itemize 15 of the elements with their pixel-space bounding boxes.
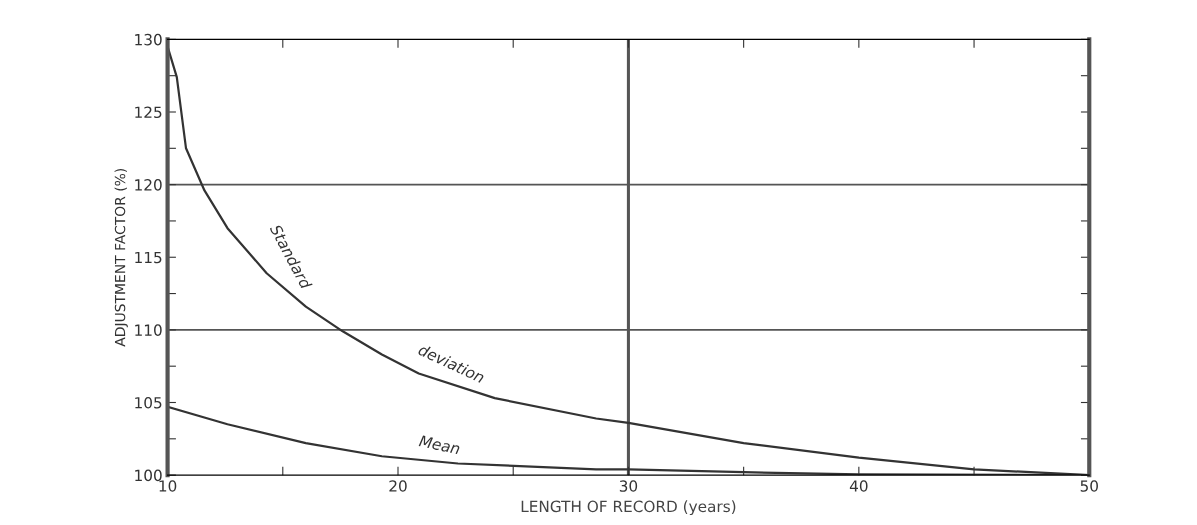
- y-axis-title: ADJUSTMENT FACTOR (%): [114, 168, 128, 347]
- x-tick-label: 30: [619, 480, 638, 492]
- y-tick-label: 115: [135, 251, 162, 264]
- x-axis-title: LENGTH OF RECORD (years): [521, 500, 736, 516]
- y-tick-label: 105: [135, 396, 162, 409]
- y-tick-label: 125: [135, 106, 162, 119]
- y-tick-label: 130: [135, 33, 162, 46]
- text: Mean: [418, 435, 461, 455]
- x-tick-label: 20: [389, 480, 407, 492]
- x-tick-label: 50: [1080, 480, 1098, 492]
- x-tick-label: 40: [849, 480, 868, 492]
- x-tick-label: 10: [159, 480, 177, 492]
- y-tick-label: 120: [135, 179, 162, 191]
- y-tick-label: 110: [135, 324, 162, 336]
- y-tick-label: 100: [135, 469, 162, 482]
